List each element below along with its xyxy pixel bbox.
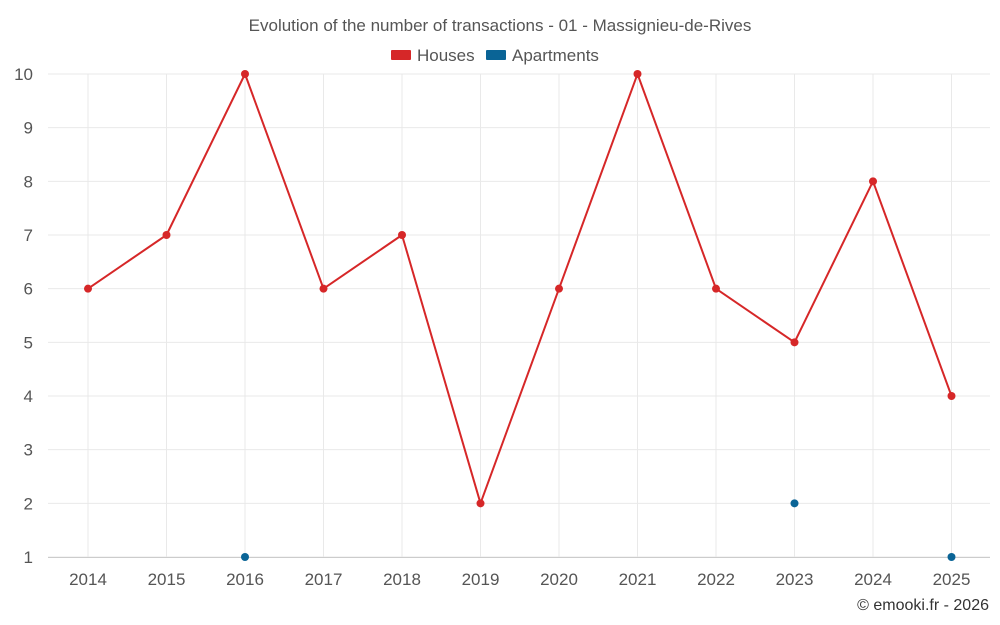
- y-tick-label: 6: [24, 280, 33, 299]
- y-tick-label: 1: [24, 548, 33, 567]
- x-tick-label: 2018: [383, 570, 421, 589]
- data-point-apartments: [790, 499, 799, 508]
- legend-apartments-label[interactable]: Apartments: [512, 46, 599, 65]
- x-tick-label: 2014: [69, 570, 107, 589]
- legend-apartments-swatch[interactable]: [486, 50, 506, 60]
- x-tick-label: 2021: [619, 570, 657, 589]
- x-tick-label: 2023: [776, 570, 814, 589]
- x-tick-label: 2025: [933, 570, 971, 589]
- data-point-houses: [712, 284, 720, 293]
- x-tick-label: 2020: [540, 570, 578, 589]
- legend: Houses Apartments: [391, 46, 599, 65]
- series-layer: [84, 70, 956, 561]
- chart-title: Evolution of the number of transactions …: [249, 16, 752, 35]
- legend-houses-swatch[interactable]: [391, 50, 411, 60]
- x-axis-ticks: 2014 2015 2016 2017 2018 2019 2020 2021 2022 2023…: [69, 570, 970, 589]
- series-line-houses: [87, 73, 953, 505]
- data-point-houses: [633, 70, 642, 78]
- y-tick-label: 10: [14, 65, 33, 84]
- data-point-houses: [869, 177, 877, 186]
- data-point-houses: [162, 231, 171, 239]
- data-point-apartments: [947, 553, 956, 561]
- y-tick-label: 7: [24, 226, 33, 245]
- data-point-houses: [947, 392, 956, 400]
- y-tick-label: 4: [24, 387, 33, 406]
- y-axis-ticks: 1 2 3 4 5 6 7 8 9 10: [14, 65, 33, 567]
- y-tick-label: 8: [24, 172, 33, 191]
- data-point-houses: [241, 70, 249, 78]
- data-point-houses: [398, 231, 406, 239]
- y-tick-label: 2: [24, 494, 33, 513]
- data-point-houses: [84, 284, 92, 293]
- data-point-houses: [319, 284, 328, 293]
- data-point-houses: [790, 338, 799, 347]
- grid: [48, 73, 990, 558]
- x-tick-label: 2024: [854, 570, 892, 589]
- x-tick-label: 2017: [305, 570, 343, 589]
- data-point-apartments: [241, 553, 249, 561]
- x-tick-label: 2019: [462, 570, 500, 589]
- y-tick-label: 5: [24, 333, 33, 352]
- x-tick-label: 2022: [697, 570, 735, 589]
- x-tick-label: 2016: [226, 570, 264, 589]
- y-tick-label: 9: [24, 119, 33, 138]
- x-tick-label: 2015: [148, 570, 186, 589]
- y-tick-label: 3: [24, 441, 33, 460]
- data-point-houses: [476, 499, 485, 508]
- credit-text: © emooki.fr - 2026: [857, 597, 989, 614]
- legend-houses-label[interactable]: Houses: [417, 46, 475, 65]
- data-point-houses: [555, 284, 563, 293]
